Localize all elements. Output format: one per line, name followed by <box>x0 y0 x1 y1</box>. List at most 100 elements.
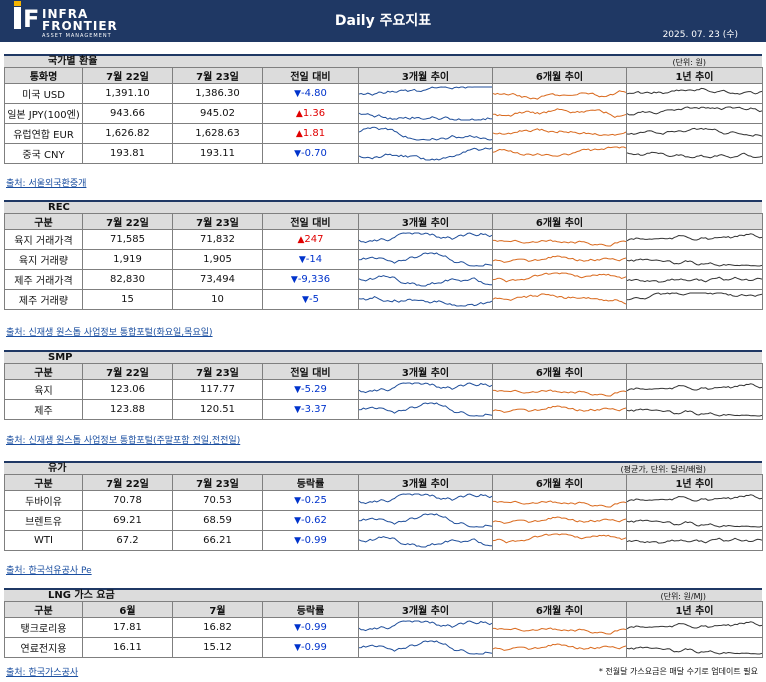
trend-1y-sparkline <box>626 617 763 638</box>
prev-value: 193.81 <box>82 143 173 164</box>
section-title: SMP <box>48 352 73 363</box>
source-link-rec[interactable]: 출처: 신재생 원스톱 사업정보 통합포털(화요일,목요일) <box>6 328 213 338</box>
oil-table: 구분 7월 22일 7월 23일 등락률 3개월 추이 6개월 추이 1년 추이 두바이유 70… <box>4 474 763 551</box>
table-row: 육지 거래가격 71,585 71,832 ▲247 <box>4 229 763 250</box>
table-row: 일본 JPY(100엔) 943.66 945.02 ▲1.36 <box>4 103 763 124</box>
trend-1y-sparkline <box>626 249 763 270</box>
column-header: 7월 <box>172 601 263 618</box>
triangle-down-icon: ▼ <box>298 255 306 265</box>
change-number: -14 <box>305 254 323 265</box>
trend-1y-sparkline <box>626 379 763 400</box>
sparkline-svg <box>493 239 626 247</box>
sparkline-path <box>359 382 492 394</box>
trend-3m-sparkline <box>358 637 493 658</box>
section-fx: 국가별 환율 (단위: 원) 통화명 7월 22일 7월 23일 전일 대비 3개월 추… <box>4 54 763 164</box>
change-number: -0.70 <box>301 148 327 159</box>
prev-value: 1,391.10 <box>82 83 173 104</box>
change-value: ▼-14 <box>262 249 359 270</box>
trend-6m-sparkline <box>492 143 627 164</box>
column-header: 3개월 추이 <box>358 363 493 380</box>
sparkline-svg <box>493 516 626 524</box>
fx-table: 통화명 7월 22일 7월 23일 전일 대비 3개월 추이 6개월 추이 1년 추이 미국 … <box>4 67 763 164</box>
source-link-smp[interactable]: 출처: 신재생 원스톱 사업정보 통합포털(주말포함 전일,전전일) <box>6 436 241 446</box>
sparkline-svg <box>493 146 626 157</box>
sparkline-path <box>493 293 626 305</box>
row-label: 육지 거래가격 <box>4 229 83 250</box>
page-title: Daily 주요지표 <box>334 13 432 29</box>
column-header: 7월 22일 <box>82 213 173 230</box>
change-number: -0.99 <box>301 535 327 546</box>
sparkline-path <box>493 405 626 413</box>
prev-value: 69.21 <box>82 510 173 531</box>
triangle-down-icon: ▼ <box>294 623 302 633</box>
smp-table: 구분 7월 22일 7월 23일 전일 대비 3개월 추이 6개월 추이 육지 123.06 1… <box>4 363 763 420</box>
change-value: ▼-9,336 <box>262 269 359 290</box>
sparkline-path <box>359 296 492 307</box>
sparkline-svg <box>359 126 492 141</box>
column-header: 3개월 추이 <box>358 474 493 491</box>
change-value: ▼-0.99 <box>262 617 359 638</box>
sparkline-path <box>493 146 626 157</box>
change-value: ▼-0.25 <box>262 490 359 511</box>
row-label: 연료전지용 <box>4 637 83 658</box>
sparkline-path <box>627 519 762 528</box>
trend-3m-sparkline <box>358 229 493 250</box>
column-header: 6월 <box>82 601 173 618</box>
sparkline-svg <box>493 128 626 136</box>
sparkline-svg <box>359 232 492 244</box>
section-bar: 유가 (평균가, 단위: 달러/배럴) <box>4 461 762 474</box>
trend-1y-sparkline <box>626 490 763 511</box>
trend-3m-sparkline <box>358 510 493 531</box>
column-header: 통화명 <box>4 67 83 84</box>
trend-6m-sparkline <box>492 637 627 658</box>
curr-value: 73,494 <box>172 269 263 290</box>
row-label: 육지 <box>4 379 83 400</box>
table-row: 미국 USD 1,391.10 1,386.30 ▼-4.80 <box>4 83 763 104</box>
logo-text-line3: ASSET MANAGEMENT <box>42 33 112 39</box>
column-header: 전일 대비 <box>262 67 359 84</box>
section-bar: LNG 가스 요금 (단위: 원/MJ) <box>4 588 762 601</box>
column-header: 구분 <box>4 363 83 380</box>
column-header: 6개월 추이 <box>492 67 627 84</box>
sparkline-path <box>493 627 626 635</box>
prev-value: 16.11 <box>82 637 173 658</box>
source-link-lng[interactable]: 출처: 한국가스공사 <box>6 668 79 678</box>
row-label: 두바이유 <box>4 490 83 511</box>
logo-text-line2: FRONTIER <box>42 19 118 33</box>
trend-3m-sparkline <box>358 490 493 511</box>
sparkline-path <box>627 621 762 630</box>
column-header: 7월 22일 <box>82 363 173 380</box>
sparkline-path <box>493 516 626 524</box>
sparkline-path <box>627 408 762 417</box>
change-number: -4.80 <box>301 88 327 99</box>
prev-value: 15 <box>82 289 173 310</box>
row-label: 제주 <box>4 399 83 420</box>
source-link-oil[interactable]: 출처: 한국석유공사 Pe <box>6 566 92 576</box>
column-header: 전일 대비 <box>262 213 359 230</box>
sparkline-path <box>359 126 492 141</box>
table-row: 제주 거래량 15 10 ▼-5 <box>4 289 763 310</box>
sparkline-svg <box>493 255 626 263</box>
triangle-down-icon: ▼ <box>294 89 302 99</box>
table-row: 제주 123.88 120.51 ▼-3.37 <box>4 399 763 420</box>
trend-1y-sparkline <box>626 83 763 104</box>
sparkline-path <box>627 233 762 242</box>
curr-value: 71,832 <box>172 229 263 250</box>
trend-6m-sparkline <box>492 379 627 400</box>
prev-value: 17.81 <box>82 617 173 638</box>
column-header: 7월 22일 <box>82 474 173 491</box>
column-header: 등락률 <box>262 474 359 491</box>
sparkline-svg <box>627 276 762 283</box>
column-header: 구분 <box>4 213 83 230</box>
trend-1y-sparkline <box>626 103 763 124</box>
sparkline-svg <box>359 402 492 417</box>
sparkline-path <box>627 87 762 95</box>
curr-value: 68.59 <box>172 510 263 531</box>
change-value: ▼-5.29 <box>262 379 359 400</box>
sparkline-svg <box>359 382 492 394</box>
column-header: 구분 <box>4 601 83 618</box>
sparkline-path <box>493 500 626 508</box>
source-link-fx[interactable]: 출처: 서울외국환중개 <box>6 179 87 189</box>
sparkline-svg <box>493 405 626 413</box>
sparkline-svg <box>627 494 762 503</box>
